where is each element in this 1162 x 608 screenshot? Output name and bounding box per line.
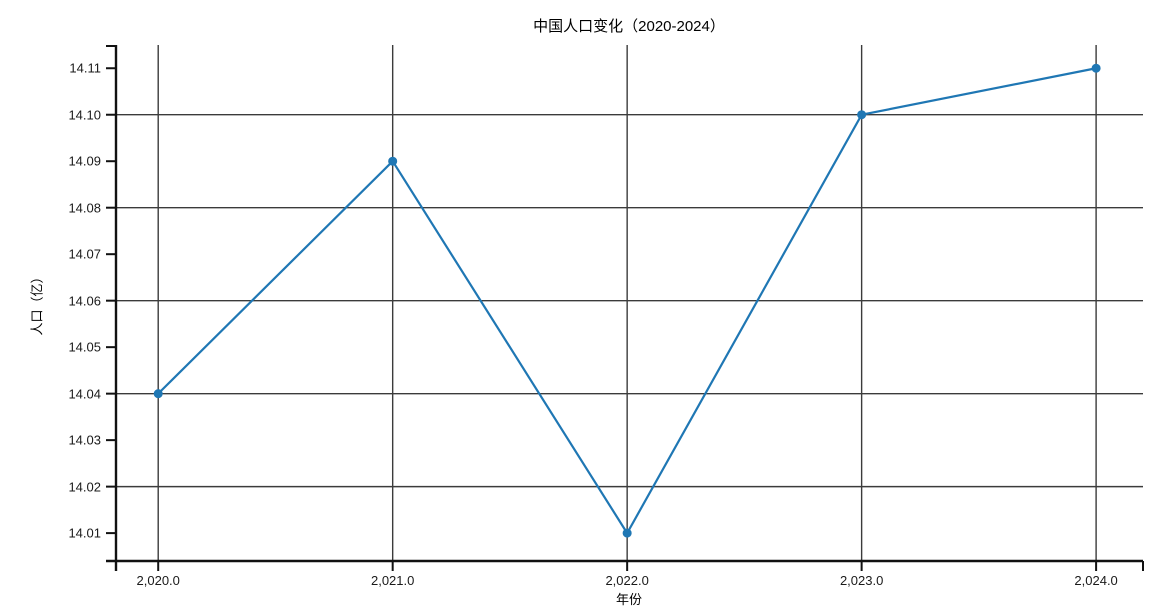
y-tick-label: 14.10 [68,107,101,123]
data-point [622,528,632,538]
data-point [857,110,867,120]
y-tick-label: 14.09 [68,153,101,169]
data-point [1091,63,1101,73]
x-axis-title: 年份 [615,592,643,607]
y-tick-label: 14.02 [68,479,101,495]
x-tick-label: 2,023.0 [839,573,884,588]
y-tick-label: 14.07 [68,246,101,262]
y-tick-label: 14.06 [68,293,101,309]
x-tick-label: 2,022.0 [605,573,649,588]
y-tick-label: 14.03 [68,432,101,448]
y-tick-label: 14.05 [68,339,101,355]
y-tick-label: 14.04 [68,386,101,402]
y-tick-label: 14.08 [68,200,101,216]
x-tick-label: 2,020.0 [136,573,180,588]
data-point [153,389,163,399]
y-tick-label: 14.11 [69,60,101,76]
y-tick-label: 14.01 [68,525,101,541]
data-point [388,156,398,166]
chart-title: 中国人口变化（2020-2024） [533,18,725,35]
x-tick-label: 2,024.0 [1074,573,1118,588]
x-tick-label: 2,021.0 [370,573,415,588]
